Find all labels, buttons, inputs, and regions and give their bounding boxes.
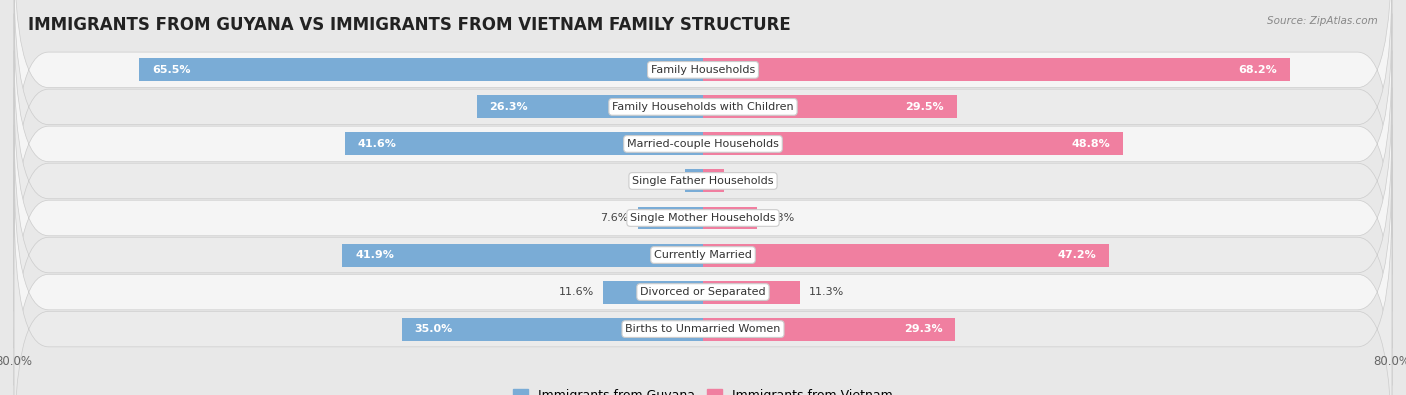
FancyBboxPatch shape	[14, 162, 1392, 395]
Bar	[603, 280, 703, 303]
Text: Family Households with Children: Family Households with Children	[612, 102, 794, 112]
FancyBboxPatch shape	[14, 0, 1392, 200]
Bar	[703, 280, 800, 303]
Text: Single Father Households: Single Father Households	[633, 176, 773, 186]
Text: 47.2%: 47.2%	[1057, 250, 1097, 260]
Bar	[344, 132, 703, 155]
Text: 2.1%: 2.1%	[648, 176, 676, 186]
Bar	[139, 58, 703, 81]
Bar	[703, 132, 1123, 155]
Text: Births to Unmarried Women: Births to Unmarried Women	[626, 324, 780, 334]
Text: Source: ZipAtlas.com: Source: ZipAtlas.com	[1267, 16, 1378, 26]
Text: 29.5%: 29.5%	[905, 102, 945, 112]
Text: 35.0%: 35.0%	[415, 324, 453, 334]
Text: Currently Married: Currently Married	[654, 250, 752, 260]
FancyBboxPatch shape	[14, 199, 1392, 395]
FancyBboxPatch shape	[14, 125, 1392, 386]
Bar	[703, 169, 724, 192]
FancyBboxPatch shape	[14, 88, 1392, 348]
Bar	[703, 58, 1291, 81]
Text: 41.6%: 41.6%	[357, 139, 396, 149]
Text: 41.9%: 41.9%	[356, 250, 394, 260]
FancyBboxPatch shape	[14, 51, 1392, 311]
Text: IMMIGRANTS FROM GUYANA VS IMMIGRANTS FROM VIETNAM FAMILY STRUCTURE: IMMIGRANTS FROM GUYANA VS IMMIGRANTS FRO…	[28, 16, 790, 34]
Text: 11.6%: 11.6%	[560, 287, 595, 297]
Bar	[402, 318, 703, 340]
Text: Single Mother Households: Single Mother Households	[630, 213, 776, 223]
Text: 6.3%: 6.3%	[766, 213, 794, 223]
FancyBboxPatch shape	[14, 13, 1392, 274]
Bar	[342, 244, 703, 267]
Text: 7.6%: 7.6%	[600, 213, 628, 223]
Bar	[703, 207, 758, 229]
Bar	[703, 244, 1109, 267]
Text: 68.2%: 68.2%	[1239, 65, 1278, 75]
Bar	[703, 318, 955, 340]
Text: 65.5%: 65.5%	[152, 65, 190, 75]
Text: 48.8%: 48.8%	[1071, 139, 1111, 149]
Text: 26.3%: 26.3%	[489, 102, 529, 112]
Text: Divorced or Separated: Divorced or Separated	[640, 287, 766, 297]
FancyBboxPatch shape	[14, 0, 1392, 237]
Text: Married-couple Households: Married-couple Households	[627, 139, 779, 149]
Bar	[477, 96, 703, 118]
Bar	[637, 207, 703, 229]
Text: 2.4%: 2.4%	[733, 176, 761, 186]
Bar	[703, 96, 957, 118]
Legend: Immigrants from Guyana, Immigrants from Vietnam: Immigrants from Guyana, Immigrants from …	[508, 384, 898, 395]
Text: 11.3%: 11.3%	[808, 287, 844, 297]
Text: Family Households: Family Households	[651, 65, 755, 75]
Bar	[685, 169, 703, 192]
Text: 29.3%: 29.3%	[904, 324, 942, 334]
